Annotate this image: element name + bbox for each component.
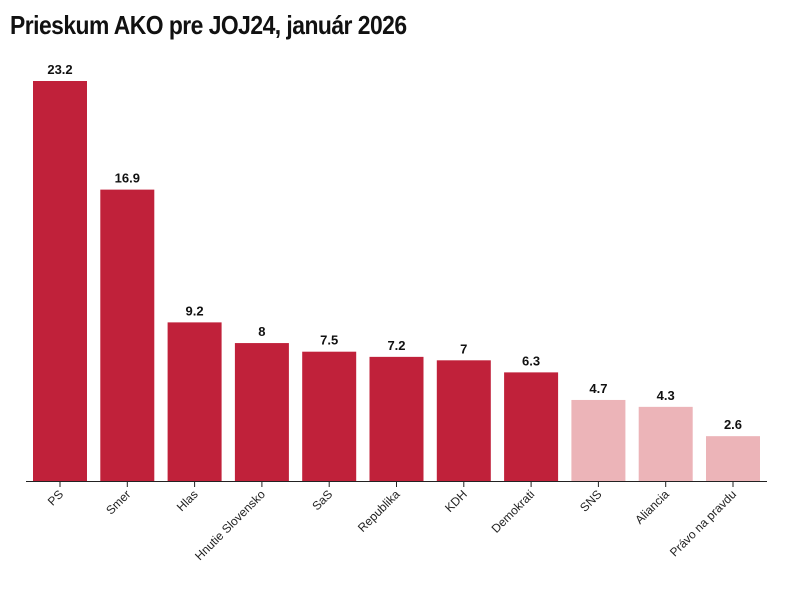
bar-republika (369, 356, 424, 481)
x-tick-label: Aliancia (632, 487, 672, 527)
value-label: 7.5 (320, 333, 338, 348)
bar-hlas (167, 322, 222, 481)
bar-smer (100, 189, 155, 481)
x-tick-label: SNS (577, 487, 604, 514)
value-label: 7 (460, 341, 467, 356)
value-label: 4.7 (589, 381, 607, 396)
x-tick-label: KDH (442, 487, 470, 515)
x-tick-label: Smer (103, 487, 133, 517)
x-tick-label: Hnutie Slovensko (192, 487, 268, 563)
x-tick-label: Právo na pravdu (667, 487, 739, 559)
value-label: 8 (258, 324, 265, 339)
value-labels-group: 23.2 16.9 9.2 8 7.5 7.2 7 6.3 4.7 4.3 2.6 (47, 62, 742, 432)
x-tick-label: Republika (355, 487, 403, 535)
x-tick-label: SaS (309, 487, 335, 513)
bar-ps (33, 81, 87, 481)
bar-hnutie-slovensko (234, 343, 289, 481)
bars-group (33, 81, 760, 481)
chart-title: Prieskum AKO pre JOJ24, január 2026 (10, 10, 407, 40)
value-label: 6.3 (522, 353, 540, 368)
x-tick-label: Hlas (174, 487, 201, 514)
value-label: 9.2 (186, 303, 204, 318)
bar-sas (302, 351, 357, 481)
bar-kdh (436, 360, 491, 481)
value-label: 16.9 (115, 171, 140, 186)
bar-právo-na-pravdu (706, 436, 760, 481)
bar-demokrati (504, 372, 559, 481)
value-label: 23.2 (47, 62, 72, 77)
x-tick-label: PS (45, 487, 66, 508)
x-tick-label: Demokrati (489, 487, 538, 536)
value-label: 4.3 (657, 388, 675, 403)
bar-aliancia (638, 406, 693, 481)
bar-sns (571, 399, 626, 481)
value-label: 7.2 (387, 338, 405, 353)
value-label: 2.6 (724, 417, 742, 432)
